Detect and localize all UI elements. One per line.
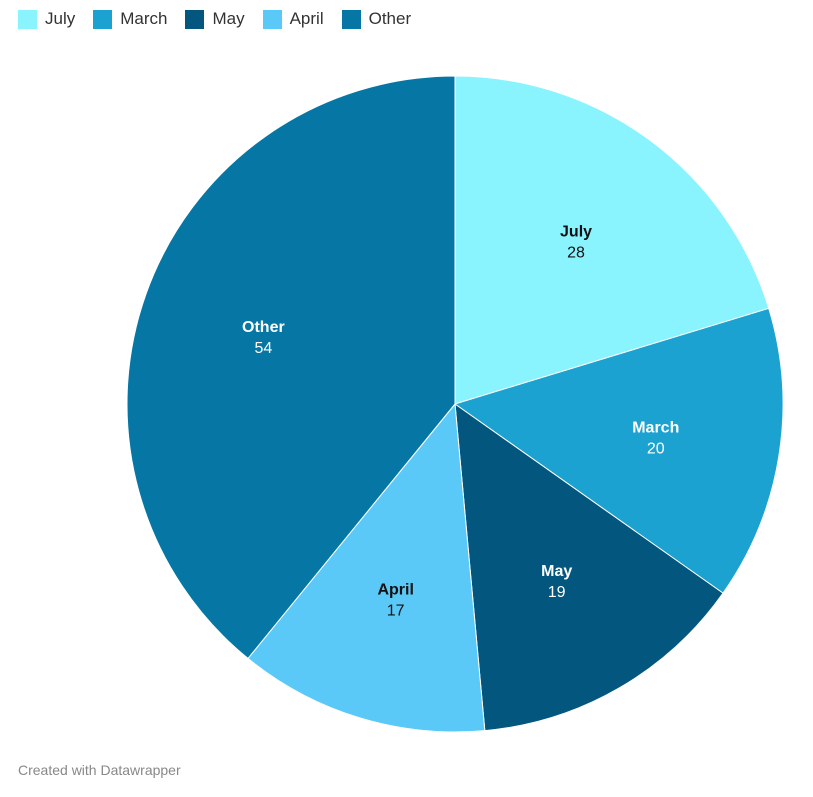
legend-item-april: April bbox=[262, 9, 324, 29]
slice-label-other: Other bbox=[242, 319, 285, 336]
slice-value-march: 20 bbox=[647, 440, 665, 457]
pie-slice-july bbox=[454, 75, 770, 405]
legend-label: April bbox=[289, 9, 324, 28]
legend-item-other: Other bbox=[341, 9, 412, 29]
legend-item-march: March bbox=[93, 9, 167, 29]
legend-label: Other bbox=[368, 9, 412, 28]
legend-swatch bbox=[93, 9, 113, 29]
slice-value-other: 54 bbox=[254, 340, 272, 357]
legend-swatch bbox=[341, 9, 361, 29]
legend-label: May bbox=[212, 9, 245, 28]
legend-swatch bbox=[185, 9, 205, 29]
pie-slice-april bbox=[247, 402, 486, 733]
pie-slice-other bbox=[126, 75, 456, 660]
slice-value-may: 19 bbox=[548, 584, 566, 601]
legend: July March May April Other bbox=[18, 9, 429, 29]
slice-label-may: May bbox=[541, 563, 572, 580]
slice-value-april: 17 bbox=[387, 603, 405, 620]
footer-credit: Created with Datawrapper bbox=[18, 762, 181, 778]
legend-swatch bbox=[262, 9, 282, 29]
legend-label: July bbox=[45, 9, 76, 28]
pie-slice-march bbox=[453, 307, 784, 594]
slice-value-july: 28 bbox=[567, 245, 585, 262]
legend-item-july: July bbox=[18, 9, 75, 29]
slice-label-july: July bbox=[560, 224, 592, 241]
legend-label: March bbox=[120, 9, 168, 28]
pie-slice-may bbox=[454, 402, 724, 732]
slice-label-march: March bbox=[632, 419, 679, 436]
slice-label-april: April bbox=[377, 582, 413, 599]
legend-item-may: May bbox=[185, 9, 245, 29]
legend-swatch bbox=[18, 9, 37, 29]
